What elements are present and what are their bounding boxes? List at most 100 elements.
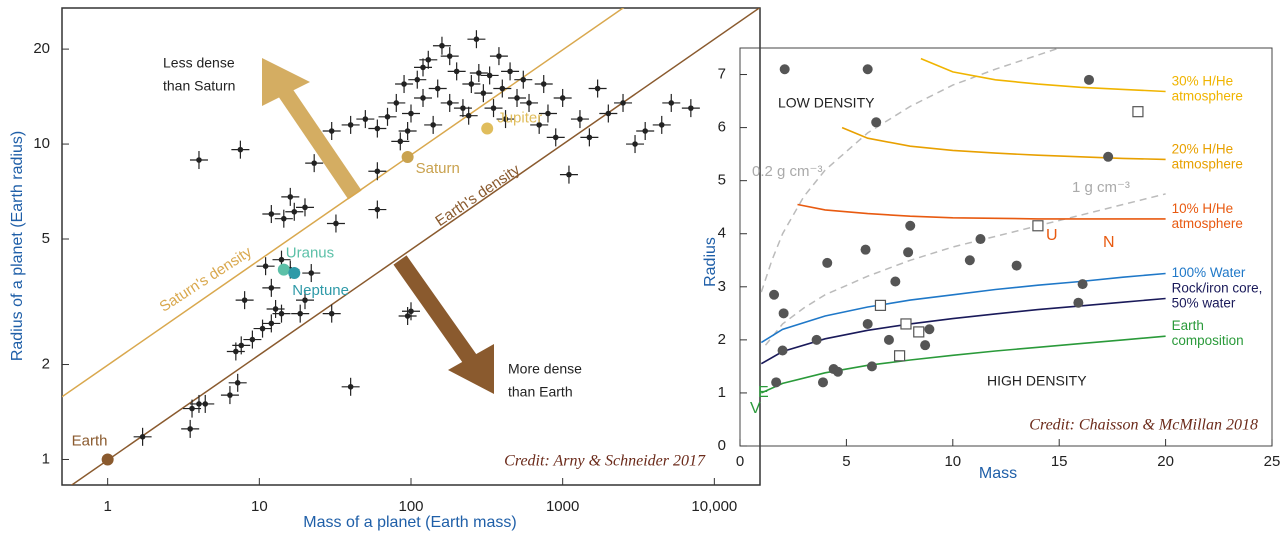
point <box>545 110 551 117</box>
data-point <box>459 106 478 125</box>
density-curve <box>764 193 1166 346</box>
annotation: than Earth <box>508 384 573 400</box>
data-point <box>874 299 887 311</box>
y-tick-label: 2 <box>718 331 726 348</box>
point <box>439 42 445 49</box>
data-point <box>398 122 417 141</box>
data-point <box>890 276 901 287</box>
data-point <box>262 278 281 297</box>
right-frame <box>739 47 1273 447</box>
model-curve <box>841 126 1166 161</box>
point <box>594 85 601 92</box>
data-point <box>1103 151 1114 162</box>
data-point <box>368 200 387 219</box>
data-point <box>862 64 873 75</box>
data-point <box>559 165 578 184</box>
point <box>425 56 432 63</box>
density-line-label: Saturn's density <box>157 243 256 315</box>
data-point <box>356 110 375 129</box>
point <box>268 211 275 217</box>
data-point <box>905 220 916 231</box>
model-curve <box>797 203 1166 220</box>
data-point <box>440 47 459 66</box>
data-point <box>428 79 447 98</box>
x-tick-label: 1 <box>103 498 111 515</box>
model-curve <box>760 272 1166 344</box>
data-point <box>262 205 281 224</box>
point <box>514 95 520 101</box>
y-tick-label: 5 <box>42 230 50 247</box>
point <box>362 116 369 122</box>
point <box>347 383 354 390</box>
point <box>139 434 146 440</box>
x-tick-label: 10 <box>251 498 268 515</box>
curve-label: Rock/iron core, <box>1172 281 1263 296</box>
point <box>446 53 453 59</box>
curve-label: 50% water <box>1172 296 1236 311</box>
curve-label: atmosphere <box>1172 157 1243 172</box>
data-point <box>871 117 882 128</box>
planet <box>277 263 290 276</box>
point <box>480 90 487 96</box>
point <box>632 141 638 147</box>
point <box>187 426 193 432</box>
data-point <box>220 386 239 405</box>
data-point <box>295 198 314 217</box>
data-point <box>636 122 655 141</box>
x-tick-label: 100 <box>398 498 423 515</box>
point <box>196 157 202 163</box>
y-tick-label: 1 <box>718 384 726 401</box>
point <box>287 194 294 200</box>
point <box>233 348 239 355</box>
data-point <box>626 135 645 154</box>
point <box>259 325 266 332</box>
data-point <box>440 93 459 112</box>
data-point <box>538 104 557 123</box>
data-point <box>779 64 790 75</box>
point <box>234 380 241 386</box>
data-point <box>322 122 341 141</box>
point <box>262 263 269 269</box>
data-point <box>520 93 539 112</box>
planet-label: V <box>750 400 761 417</box>
data-point <box>462 75 481 94</box>
data-point <box>232 336 251 355</box>
data-point <box>243 330 262 349</box>
data-point <box>189 151 208 170</box>
point <box>202 401 209 407</box>
data-point <box>341 115 360 134</box>
point <box>281 215 287 222</box>
data-point <box>326 214 345 233</box>
data-point <box>484 99 503 118</box>
data-point <box>599 104 618 123</box>
point <box>414 76 421 83</box>
point <box>401 81 407 87</box>
point <box>311 160 317 166</box>
point <box>586 134 593 141</box>
point <box>605 110 612 117</box>
point <box>473 36 480 43</box>
data-point <box>862 318 873 329</box>
y-tick-label: 1 <box>42 450 50 467</box>
data-point <box>424 115 443 134</box>
x-tick-label: 0 <box>736 453 744 470</box>
data-point <box>387 93 406 112</box>
data-point <box>262 314 281 333</box>
y-tick-label: 4 <box>718 225 726 242</box>
point <box>408 308 414 315</box>
point <box>241 297 248 303</box>
x-tick-label: 25 <box>1264 453 1281 470</box>
data-point <box>181 419 200 438</box>
data-point <box>295 291 314 310</box>
data-point <box>368 119 387 138</box>
y-axis-label: Radius of a planet (Earth radius) <box>9 131 26 361</box>
curve-label: Earth <box>1172 318 1204 333</box>
data-point <box>860 244 871 255</box>
y-axis-label: Radius <box>702 237 719 287</box>
model-curve <box>760 297 1166 365</box>
data-point <box>291 304 310 323</box>
data-point <box>274 209 293 228</box>
point <box>268 320 275 327</box>
plot-area <box>760 48 1166 394</box>
point <box>278 310 285 317</box>
